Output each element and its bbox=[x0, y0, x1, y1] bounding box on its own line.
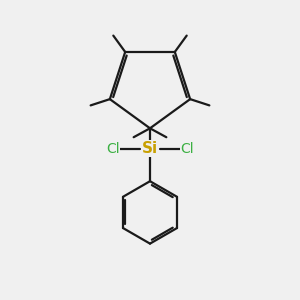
Text: Cl: Cl bbox=[106, 142, 120, 155]
Text: Si: Si bbox=[142, 141, 158, 156]
Text: Cl: Cl bbox=[180, 142, 194, 155]
